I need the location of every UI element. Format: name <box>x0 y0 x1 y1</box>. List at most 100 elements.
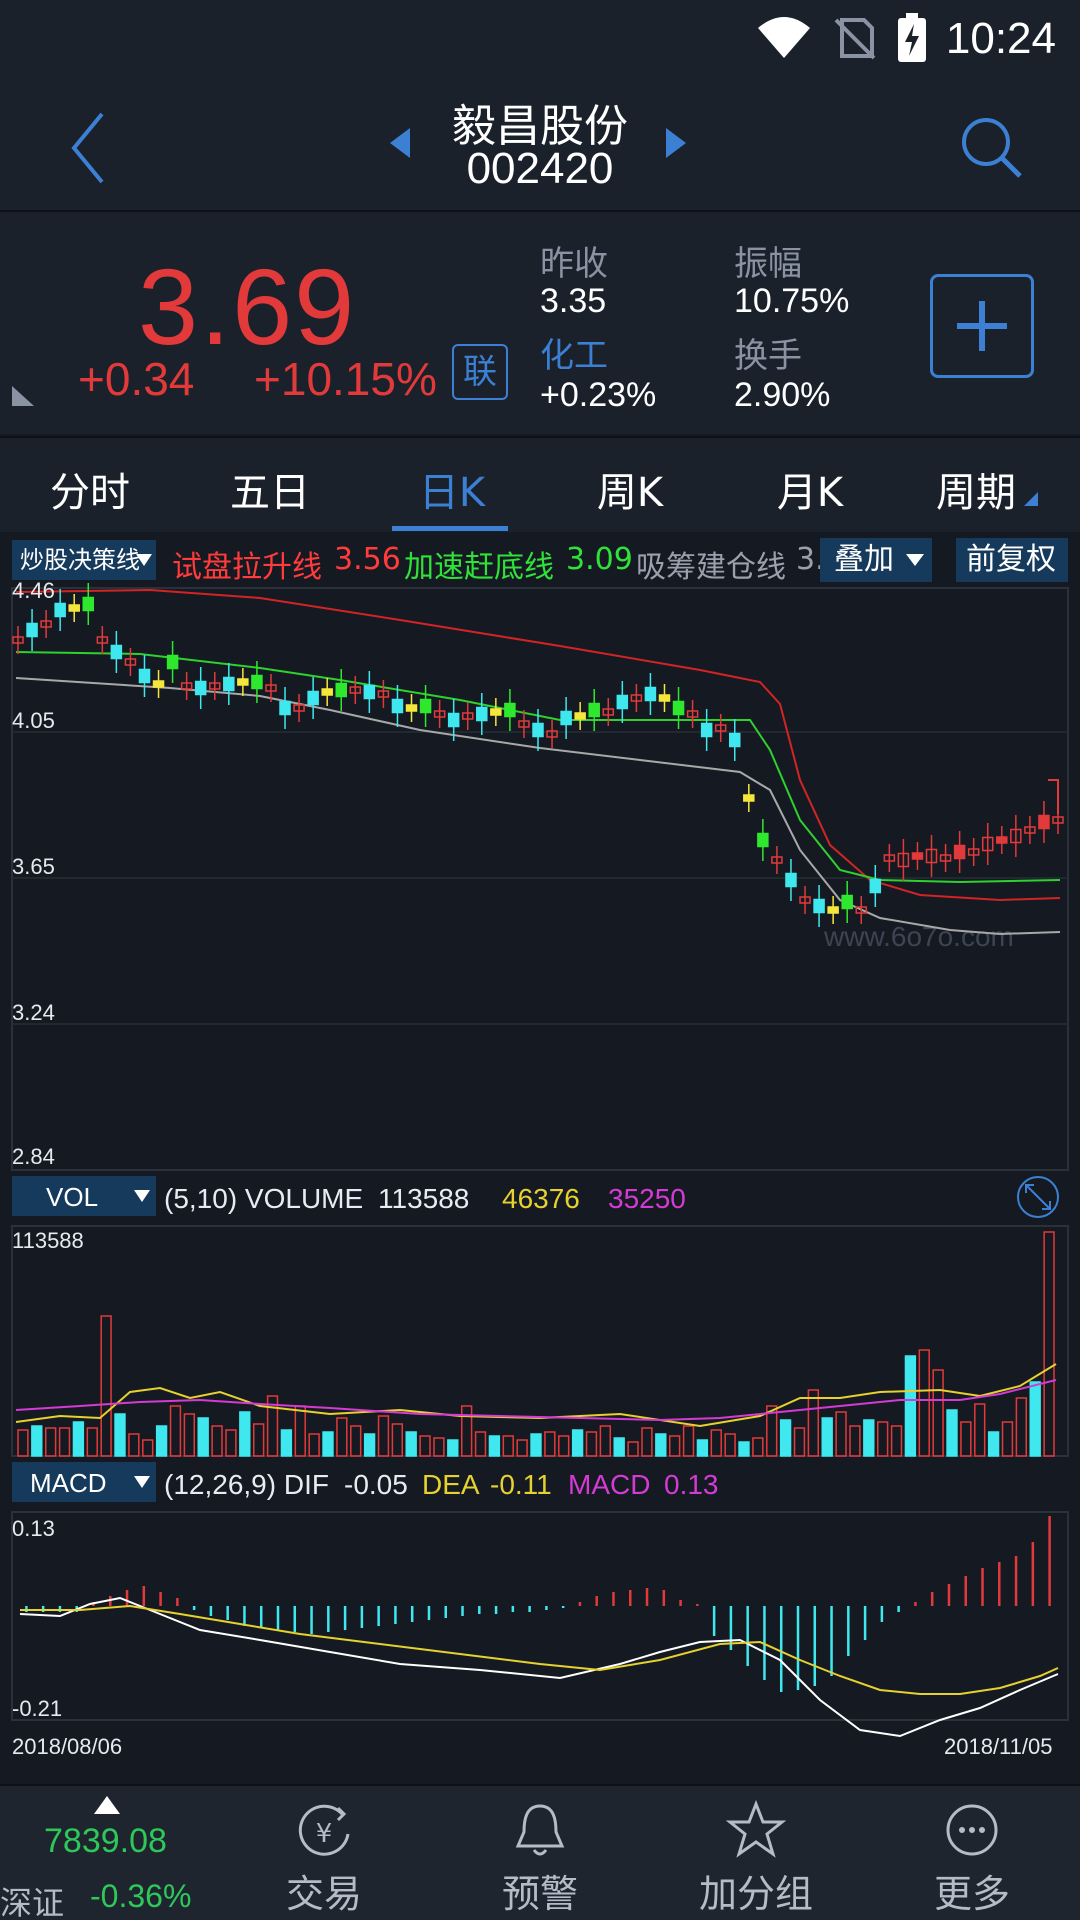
nav-more[interactable]: 更多 <box>882 1786 1062 1920</box>
volume-bar <box>211 1425 223 1457</box>
volume-bar <box>835 1411 847 1457</box>
dif-line <box>19 1596 1059 1738</box>
wifi-icon <box>758 17 810 58</box>
candle-body <box>967 848 980 856</box>
volume-bar <box>391 1423 404 1457</box>
volume-bar <box>544 1431 556 1457</box>
candle-body <box>124 658 137 666</box>
stock-code: 002420 <box>466 144 614 193</box>
candle-body <box>813 898 825 914</box>
search-icon[interactable] <box>958 114 1024 180</box>
yen-exchange-icon: ¥ <box>298 1804 350 1856</box>
nav-add-group-label: 加分组 <box>698 1872 813 1916</box>
date-end: 2018/11/05 <box>944 1734 1052 1759</box>
macd-value: 0.13 <box>664 1469 719 1500</box>
candle-body <box>672 700 685 716</box>
sector-link[interactable]: 化工 <box>540 336 608 376</box>
candle-body <box>855 906 867 914</box>
volume-bar <box>627 1441 639 1457</box>
volume-bar <box>266 1395 279 1457</box>
candle-body <box>996 836 1008 844</box>
candle-body <box>981 836 994 852</box>
vol-ma10: 35250 <box>608 1183 686 1214</box>
tab-monthly-k[interactable]: 月K <box>776 470 844 516</box>
volume-bar <box>183 1413 196 1457</box>
candle-body <box>391 698 404 714</box>
volume-bar <box>100 1315 112 1457</box>
tab-daily-k[interactable]: 日K <box>418 470 486 516</box>
macd-panel-frame <box>11 1511 1069 1721</box>
expand-icon[interactable] <box>1017 1176 1059 1218</box>
prev-close-label: 昨收 <box>540 244 608 284</box>
volume-bar <box>460 1405 473 1457</box>
accelerate-bottom-line <box>15 651 1061 884</box>
nav-more-label: 更多 <box>933 1872 1010 1916</box>
bottom-nav: 7839.08 深证 -0.36% ¥ 交易 预警 加分组 更多 <box>0 1784 1080 1920</box>
volume-bar <box>918 1349 930 1457</box>
volume-bar <box>447 1439 459 1457</box>
price-axis-3: 3.65 <box>12 854 55 879</box>
volume-bar <box>488 1435 501 1457</box>
add-watchlist-button[interactable] <box>930 274 1034 378</box>
index-change: -0.36% <box>90 1878 192 1914</box>
svg-text:¥: ¥ <box>316 1819 333 1849</box>
tab-weekly-k[interactable]: 周K <box>596 470 664 516</box>
nav-add-group[interactable]: 加分组 <box>666 1786 846 1920</box>
candle-body <box>560 710 572 726</box>
volume-bar <box>585 1431 598 1457</box>
bottom-line-value: 3.09 <box>566 542 633 577</box>
indicator-dropdown[interactable]: 炒股决策线 <box>12 540 156 580</box>
vol-dropdown[interactable] <box>12 1176 156 1216</box>
candle-body <box>96 636 109 644</box>
vol-params: (5,10) VOLUME <box>164 1183 363 1214</box>
nav-alert[interactable]: 预警 <box>450 1786 630 1920</box>
chart-area[interactable]: www.6o7o.com 4.46 4.05 3.65 3.24 2.84 VO… <box>0 580 1080 1780</box>
candle-body <box>68 604 80 612</box>
volume-bar <box>849 1425 861 1457</box>
tab-intraday[interactable]: 分时 <box>50 470 130 516</box>
candle-body <box>729 732 741 748</box>
candle-body <box>490 708 502 716</box>
candle-body <box>82 596 95 612</box>
prev-stock-icon[interactable] <box>388 126 412 160</box>
volume-bar <box>655 1433 667 1457</box>
candle-body <box>138 668 151 684</box>
volume-bar <box>960 1421 972 1457</box>
adjust-button[interactable]: 前复权 <box>956 538 1068 582</box>
nav-trade[interactable]: ¥ 交易 <box>234 1786 414 1920</box>
status-bar: 10:24 <box>0 0 1080 80</box>
candle-body <box>40 620 52 628</box>
macd-dropdown-label: MACD <box>30 1468 107 1498</box>
quote-panel: 3.69 +0.34 +10.15% 联 昨收 3.35 化工 +0.23% 振… <box>0 212 1080 434</box>
candle-body <box>869 878 882 894</box>
macd-dropdown[interactable] <box>12 1462 156 1502</box>
kline-panel-frame <box>11 587 1069 1171</box>
macd-dea-label: DEA <box>422 1469 480 1500</box>
tab-period[interactable]: 周期 <box>936 470 1016 516</box>
overlay-dropdown[interactable]: 叠加 <box>820 538 932 582</box>
candle-body <box>504 702 516 718</box>
candle-body <box>897 852 910 868</box>
candle-body <box>377 690 390 698</box>
volume-bar <box>904 1355 917 1457</box>
volume-bar <box>696 1439 709 1457</box>
vol-axis-top: 113588 <box>12 1228 84 1253</box>
next-stock-icon[interactable] <box>664 126 688 160</box>
corner-triangle-icon <box>12 386 34 406</box>
linked-stocks-button[interactable]: 联 <box>452 344 508 400</box>
index-ticker[interactable]: 7839.08 深证 -0.36% <box>0 1786 191 1920</box>
volume-bar <box>1001 1421 1014 1457</box>
volume-bar <box>294 1405 306 1457</box>
candle-body <box>335 682 347 698</box>
trial-rise-line <box>15 588 1061 902</box>
tab-five-day[interactable]: 五日 <box>230 470 310 516</box>
vol-dropdown-label: VOL <box>46 1182 98 1212</box>
candle-body <box>26 622 38 638</box>
volume-bar <box>1015 1397 1028 1457</box>
volume-bar <box>530 1433 542 1457</box>
volume-bar <box>58 1427 71 1457</box>
volume-bar <box>987 1431 1000 1457</box>
candle-body <box>771 856 783 864</box>
candle-body <box>265 684 277 692</box>
back-arrow-icon[interactable] <box>66 108 110 188</box>
